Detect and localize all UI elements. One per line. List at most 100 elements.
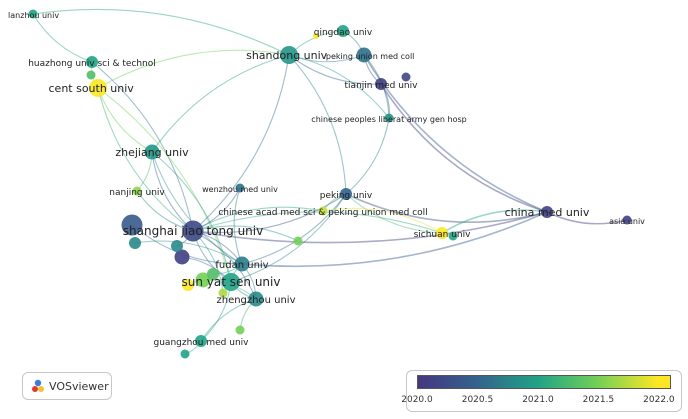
link-pla-peking <box>345 117 390 195</box>
vosviewer-logo: VOSviewer <box>22 372 112 400</box>
node-wenzhou[interactable] <box>235 183 245 193</box>
link-shandong-pla <box>288 54 390 119</box>
link-peking-sjtu <box>192 193 347 234</box>
node-tianjin[interactable] <box>375 78 387 90</box>
node-sjtu_d[interactable] <box>129 237 141 249</box>
node-label-pekingunion: peking union med coll <box>326 52 415 61</box>
node-asia[interactable] <box>622 215 632 225</box>
node-sysu_b[interactable] <box>182 279 194 291</box>
node-label-centsouth: cent south univ <box>49 82 135 95</box>
node-label-asia: asia univ <box>609 217 645 226</box>
legend-tick: 2021.0 <box>522 395 554 405</box>
link-chinamed-sichuan <box>441 209 548 234</box>
node-label-wenzhou: wenzhou med univ <box>202 185 278 194</box>
node-sysu_c[interactable] <box>207 268 219 280</box>
color-legend: 2020.0 2020.5 2021.0 2021.5 2022.0 <box>401 370 682 412</box>
node-zhengzhou[interactable] <box>248 291 264 307</box>
node-label-lanzhou: lanzhou univ <box>8 11 59 20</box>
node-label-tianjin: tianjin med univ <box>345 81 419 91</box>
link-centsouth-zhejiang <box>97 87 153 153</box>
node-peking[interactable] <box>340 188 352 200</box>
link-pekingunion-chinamed <box>363 54 548 213</box>
node-sjtu_b[interactable] <box>174 249 190 265</box>
labels-layer: lanzhou univ huazhong univ sci & technol c… <box>8 11 645 348</box>
node-label-sichuan: sichuan univ <box>414 230 472 240</box>
nodes-layer <box>28 9 632 359</box>
node-huazhong2[interactable] <box>86 70 96 80</box>
link-centsouth-shandong <box>97 49 290 89</box>
node-fudan[interactable] <box>234 256 250 272</box>
node-zhejiang[interactable] <box>144 144 160 160</box>
logo-text: VOSviewer <box>49 379 109 393</box>
node-label-zhejiang: zhejiang univ <box>115 146 189 159</box>
node-pekingunion2[interactable] <box>401 72 411 82</box>
node-label-sjtu: shanghai jiao tong univ <box>123 224 263 238</box>
node-sysu[interactable] <box>222 273 240 291</box>
node-sichuan[interactable] <box>436 227 448 239</box>
node-guangzhou[interactable] <box>195 335 207 347</box>
node-yellow_mid[interactable] <box>218 288 228 298</box>
link-peking-sysu <box>230 193 347 283</box>
link-sichuan-sjtu <box>192 211 443 234</box>
node-qingdao2[interactable] <box>313 33 319 39</box>
link-huazhong-sjtu <box>91 61 194 232</box>
node-centsouth[interactable] <box>89 79 107 97</box>
link-chinamed-sjtu <box>192 211 548 244</box>
link-zhejiang-fudan <box>151 151 243 265</box>
node-label-nanjing: nanjing univ <box>109 188 165 198</box>
node-sysu_a[interactable] <box>195 272 211 288</box>
link-tianjin-chinamed <box>380 83 548 213</box>
legend-tick: 2020.5 <box>461 395 494 405</box>
link-chinamed-fudan <box>241 211 548 268</box>
link-peking-sichuan <box>345 193 443 234</box>
link-shandong-peking <box>288 54 347 195</box>
node-label-qingdao: qingdao univ <box>314 28 373 38</box>
link-lanzhou-shandong <box>32 8 290 56</box>
node-nanjing[interactable] <box>132 186 142 196</box>
node-label-peking: peking univ <box>320 191 373 201</box>
node-label-zhengzhou: zhengzhou univ <box>216 295 295 306</box>
link-centsouth-sjtu <box>97 87 194 232</box>
node-pekingunion[interactable] <box>356 47 372 63</box>
legend-tick: 2022.0 <box>643 395 675 405</box>
legend-tick: 2021.5 <box>582 395 615 405</box>
node-qingdao[interactable] <box>337 25 349 37</box>
node-sjtu_e[interactable] <box>293 236 303 246</box>
legend-gradient-bar <box>417 375 671 389</box>
node-lanzhou[interactable] <box>28 9 38 19</box>
link-cams-sichuan <box>322 207 443 234</box>
link-shandong-zhejiang <box>151 54 290 153</box>
link-chinamed-asia <box>546 211 628 225</box>
link-zhejiang-sysu <box>151 151 232 283</box>
node-label-pla: chinese peoples liberat army gen hosp <box>311 115 466 124</box>
node-label-sysu: sun yat sen univ <box>182 275 281 289</box>
node-label-huazhong: huazhong univ sci & technol <box>28 59 156 69</box>
vosviewer-logo-icon <box>32 379 44 392</box>
node-label-guangzhou: guangzhou med univ <box>154 338 250 348</box>
node-cams[interactable] <box>318 206 328 216</box>
link-centsouth-sysu <box>97 87 232 283</box>
link-cams-sjtu <box>192 206 324 232</box>
link-shandong-sjtu <box>192 54 290 232</box>
node-guangzhou2[interactable] <box>180 349 190 359</box>
node-sjtu[interactable] <box>182 220 204 242</box>
node-sjtu_a[interactable] <box>121 214 143 236</box>
node-huazhong[interactable] <box>86 56 98 68</box>
node-pla[interactable] <box>384 113 394 123</box>
node-label-fudan: fudan univ <box>215 260 268 271</box>
node-shandong[interactable] <box>280 46 298 64</box>
link-peking-chinamed <box>345 193 548 223</box>
link-sjtu_d-fudan <box>134 240 243 265</box>
node-chinamed[interactable] <box>541 206 553 218</box>
node-sichuan2[interactable] <box>448 231 458 241</box>
link-lanzhou-huazhong <box>32 13 93 63</box>
legend-tick: 2020.0 <box>401 395 433 405</box>
link-sjtu_e-sjtu <box>192 225 299 242</box>
node-green_low[interactable] <box>235 325 245 335</box>
link-shandong-tianjin <box>288 54 382 85</box>
node-sjtu_c[interactable] <box>171 240 183 252</box>
node-label-chinamed: china med univ <box>505 206 590 219</box>
node-label-cams: chinese acad med sci & peking union med … <box>218 208 427 218</box>
node-label-shandong: shandong univ <box>246 49 328 62</box>
